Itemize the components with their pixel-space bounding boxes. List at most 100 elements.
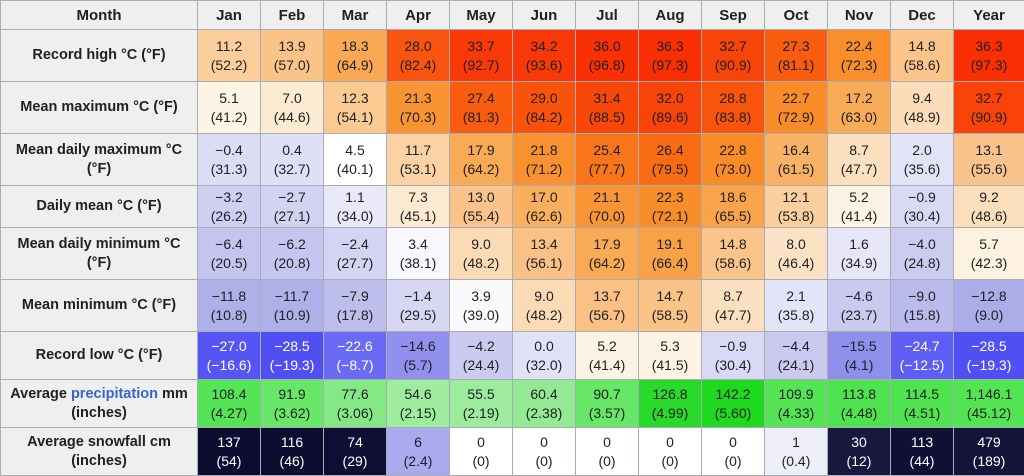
- value-cell: −7.9(17.8): [324, 280, 387, 332]
- converted-value: (58.6): [704, 254, 762, 272]
- value-cell: 18.6(65.5): [702, 186, 765, 228]
- value-cell: 77.6(3.06): [324, 380, 387, 428]
- converted-value: (72.1): [641, 207, 699, 225]
- converted-value: (64.2): [452, 160, 510, 178]
- primary-value: 27.4: [452, 89, 510, 107]
- converted-value: (15.8): [893, 306, 951, 324]
- table-row: Record low °C (°F)−27.0(−16.6)−28.5(−19.…: [1, 332, 1024, 380]
- value-cell: −28.5(−19.3): [954, 332, 1024, 380]
- primary-value: 3.4: [389, 235, 447, 253]
- primary-value: 8.7: [830, 141, 888, 159]
- primary-value: 14.7: [641, 287, 699, 305]
- precipitation-link[interactable]: precipitation: [71, 386, 158, 402]
- primary-value: 9.0: [515, 287, 573, 305]
- value-cell: −11.8(10.8): [198, 280, 261, 332]
- col-header-jul: Jul: [576, 1, 639, 30]
- converted-value: (−19.3): [263, 356, 321, 374]
- converted-value: (30.4): [704, 356, 762, 374]
- primary-value: 13.4: [515, 235, 573, 253]
- converted-value: (46.4): [767, 254, 825, 272]
- primary-value: 137: [200, 433, 258, 451]
- primary-value: −12.8: [956, 287, 1022, 305]
- primary-value: 17.0: [515, 188, 573, 206]
- table-body: Record high °C (°F)11.2(52.2)13.9(57.0)1…: [1, 30, 1024, 476]
- converted-value: (53.8): [767, 207, 825, 225]
- primary-value: 60.4: [515, 385, 573, 403]
- value-cell: 2.0(35.6): [891, 134, 954, 186]
- converted-value: (29): [326, 452, 384, 470]
- primary-value: 32.7: [956, 89, 1022, 107]
- converted-value: (47.7): [830, 160, 888, 178]
- primary-value: −27.0: [200, 337, 258, 355]
- value-cell: 55.5(2.19): [450, 380, 513, 428]
- primary-value: 14.8: [893, 37, 951, 55]
- converted-value: (54.1): [326, 108, 384, 126]
- primary-value: −1.4: [389, 287, 447, 305]
- value-cell: 19.1(66.4): [639, 228, 702, 280]
- primary-value: 90.7: [578, 385, 636, 403]
- converted-value: (10.8): [200, 306, 258, 324]
- converted-value: (41.4): [830, 207, 888, 225]
- value-cell: 1.6(34.9): [828, 228, 891, 280]
- converted-value: (61.5): [767, 160, 825, 178]
- converted-value: (35.8): [767, 306, 825, 324]
- primary-value: 28.8: [704, 89, 762, 107]
- table-row: Record high °C (°F)11.2(52.2)13.9(57.0)1…: [1, 30, 1024, 82]
- primary-value: 11.7: [389, 141, 447, 159]
- primary-value: 5.2: [578, 337, 636, 355]
- converted-value: (48.2): [515, 306, 573, 324]
- primary-value: −28.5: [263, 337, 321, 355]
- converted-value: (47.7): [704, 306, 762, 324]
- value-cell: 91.9(3.62): [261, 380, 324, 428]
- converted-value: (2.15): [389, 404, 447, 422]
- primary-value: 9.4: [893, 89, 951, 107]
- primary-value: 26.4: [641, 141, 699, 159]
- converted-value: (10.9): [263, 306, 321, 324]
- primary-value: −11.7: [263, 287, 321, 305]
- converted-value: (29.5): [389, 306, 447, 324]
- value-cell: −28.5(−19.3): [261, 332, 324, 380]
- converted-value: (52.2): [200, 56, 258, 74]
- value-cell: 21.1(70.0): [576, 186, 639, 228]
- converted-value: (−16.6): [200, 356, 258, 374]
- primary-value: 9.2: [956, 188, 1022, 206]
- value-cell: 2.1(35.8): [765, 280, 828, 332]
- primary-value: 7.0: [263, 89, 321, 107]
- value-cell: 13.0(55.4): [450, 186, 513, 228]
- row-label: Mean maximum °C (°F): [1, 82, 198, 134]
- converted-value: (88.5): [578, 108, 636, 126]
- converted-value: (4.51): [893, 404, 951, 422]
- converted-value: (45.1): [389, 207, 447, 225]
- primary-value: −4.6: [830, 287, 888, 305]
- value-cell: 8.7(47.7): [702, 280, 765, 332]
- value-cell: 17.0(62.6): [513, 186, 576, 228]
- value-cell: −24.7(−12.5): [891, 332, 954, 380]
- primary-value: −28.5: [956, 337, 1022, 355]
- value-cell: 22.7(72.9): [765, 82, 828, 134]
- primary-value: 109.9: [767, 385, 825, 403]
- converted-value: (55.4): [452, 207, 510, 225]
- converted-value: (4.99): [641, 404, 699, 422]
- converted-value: (26.2): [200, 207, 258, 225]
- primary-value: 1.1: [326, 188, 384, 206]
- value-cell: 126.8(4.99): [639, 380, 702, 428]
- converted-value: (41.2): [200, 108, 258, 126]
- converted-value: (41.5): [641, 356, 699, 374]
- primary-value: 5.7: [956, 235, 1022, 253]
- converted-value: (82.4): [389, 56, 447, 74]
- value-cell: 4.5(40.1): [324, 134, 387, 186]
- primary-value: 36.0: [578, 37, 636, 55]
- converted-value: (9.0): [956, 306, 1022, 324]
- primary-value: 7.3: [389, 188, 447, 206]
- converted-value: (56.1): [515, 254, 573, 272]
- table-row: Mean daily minimum °C (°F)−6.4(20.5)−6.2…: [1, 228, 1024, 280]
- primary-value: −6.4: [200, 235, 258, 253]
- primary-value: 0: [641, 433, 699, 451]
- value-cell: −4.6(23.7): [828, 280, 891, 332]
- primary-value: −7.9: [326, 287, 384, 305]
- primary-value: 55.5: [452, 385, 510, 403]
- col-header-jun: Jun: [513, 1, 576, 30]
- value-cell: 9.2(48.6): [954, 186, 1024, 228]
- primary-value: 126.8: [641, 385, 699, 403]
- value-cell: −22.6(−8.7): [324, 332, 387, 380]
